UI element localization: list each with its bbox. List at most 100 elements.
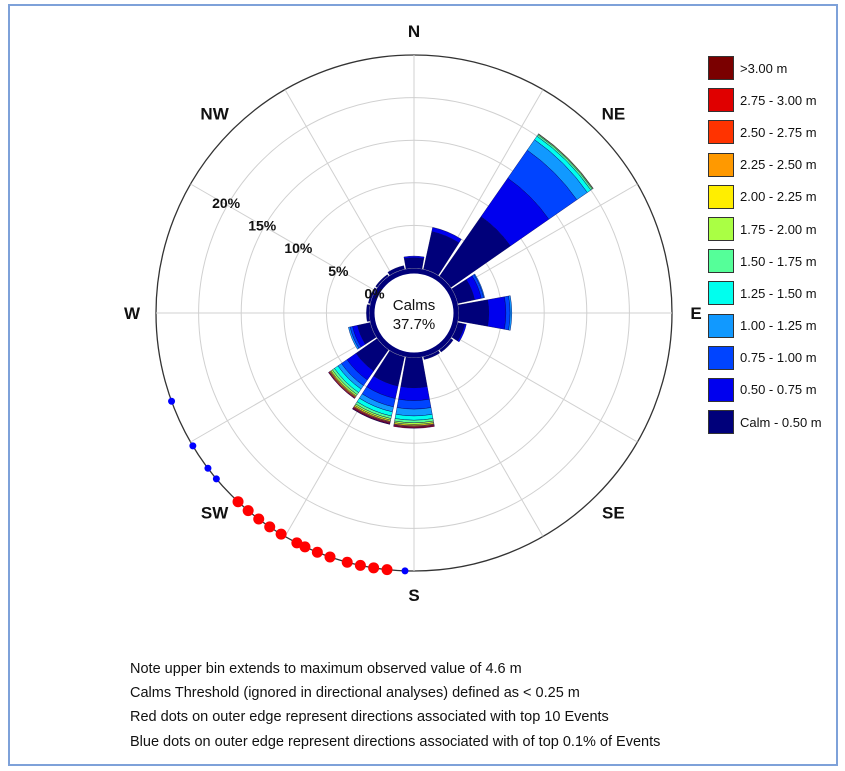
rose-petal-segment xyxy=(403,255,425,259)
grid-spoke xyxy=(190,335,376,443)
legend-swatch xyxy=(708,249,734,274)
direction-labels: N NE E SE S SW W NW xyxy=(124,22,702,605)
legend-label: 0.75 - 1.00 m xyxy=(740,350,817,366)
legend-item: 1.75 - 2.00 m xyxy=(708,213,822,245)
rose-petal-segment xyxy=(431,227,462,244)
legend: >3.00 m 2.75 - 3.00 m 2.50 - 2.75 m 2.25 - … xyxy=(708,52,822,438)
legend-swatch xyxy=(708,152,734,177)
legend-item: Calm - 0.50 m xyxy=(708,406,822,438)
legend-label: 1.75 - 2.00 m xyxy=(740,221,817,237)
legend-label: 2.75 - 3.00 m xyxy=(740,92,817,108)
calms-circle: Calms 37.7% xyxy=(369,268,459,358)
direction-label: NE xyxy=(602,105,626,124)
direction-label: S xyxy=(408,586,419,605)
legend-label: 0.50 - 0.75 m xyxy=(740,382,817,398)
rose-petal-segment xyxy=(403,257,425,269)
legend-item: 2.50 - 2.75 m xyxy=(708,116,822,148)
radial-tick-label: 10% xyxy=(284,240,313,256)
direction-label: NW xyxy=(200,105,229,124)
legend-label: 1.25 - 1.50 m xyxy=(740,285,817,301)
rose-petal-segment xyxy=(473,273,485,299)
top10-event-dot xyxy=(368,562,380,574)
legend-label: 1.00 - 1.25 m xyxy=(740,318,817,334)
rose-petal-segment xyxy=(375,274,389,288)
direction-label: N xyxy=(408,22,420,41)
direction-label: SE xyxy=(602,503,625,522)
grid-spoke xyxy=(436,351,544,537)
legend-item: 1.00 - 1.25 m xyxy=(708,310,822,342)
legend-swatch xyxy=(708,313,734,338)
legend-item: 2.00 - 2.25 m xyxy=(708,181,822,213)
legend-swatch xyxy=(708,56,734,81)
legend-swatch xyxy=(708,345,734,370)
grid-spoke xyxy=(452,183,638,291)
legend-label: 1.50 - 1.75 m xyxy=(740,253,817,269)
radial-tick-label: 20% xyxy=(212,195,241,211)
legend-item: 1.50 - 1.75 m xyxy=(708,245,822,277)
calms-value: 37.7% xyxy=(393,316,436,333)
legend-swatch xyxy=(708,120,734,145)
top-0-1pct-event-dot xyxy=(168,397,176,405)
top10-event-dot xyxy=(242,505,254,517)
top10-event-dot xyxy=(341,556,353,568)
note-line: Note upper bin extends to maximum observ… xyxy=(130,661,522,677)
rose-petal-segment xyxy=(387,265,405,276)
top10-event-dot xyxy=(311,546,323,558)
radial-tick-label: 15% xyxy=(248,218,277,234)
rose-petal-segment xyxy=(352,408,391,425)
direction-label: E xyxy=(690,304,701,323)
rose-petals xyxy=(328,133,594,429)
legend-item: 1.25 - 1.50 m xyxy=(708,277,822,309)
legend-item: 2.75 - 3.00 m xyxy=(708,84,822,116)
legend-item: >3.00 m xyxy=(708,52,822,84)
legend-swatch xyxy=(708,410,734,435)
top10-event-dot xyxy=(232,496,244,508)
direction-label: SW xyxy=(201,503,229,522)
top10-event-dot xyxy=(291,537,303,549)
top10-event-dot xyxy=(354,559,366,571)
notes: Note upper bin extends to maximum observ… xyxy=(130,657,660,754)
note-line: Red dots on outer edge represent directi… xyxy=(130,709,609,726)
rose-petal-segment xyxy=(458,299,490,327)
grid-spoke xyxy=(452,335,638,443)
legend-label: >3.00 m xyxy=(740,60,788,76)
note-line: Calms Threshold (ignored in directional … xyxy=(130,685,580,702)
rose-petal-segment xyxy=(393,425,435,429)
legend-item: 0.75 - 1.00 m xyxy=(708,342,822,374)
rose-petal-segment xyxy=(396,398,432,410)
radial-tick-labels: 0% 5% 10% 15% 20% xyxy=(212,195,385,301)
top10-event-dot xyxy=(264,521,276,533)
rose-petal-segment xyxy=(400,357,428,389)
top-0-1pct-event-dot xyxy=(204,464,212,472)
grid-spoke xyxy=(284,89,392,275)
rose-petal-segment xyxy=(366,304,370,322)
legend-item: 2.25 - 2.50 m xyxy=(708,149,822,181)
legend-swatch xyxy=(708,217,734,242)
grid-spoke xyxy=(190,183,376,291)
top10-event-dot xyxy=(381,564,393,576)
rose-petal-segment xyxy=(398,386,430,401)
direction-label: W xyxy=(124,304,141,323)
legend-swatch xyxy=(708,88,734,113)
rose-petal-segment xyxy=(368,287,377,304)
top10-event-dot xyxy=(324,551,336,563)
note-line: Blue dots on outer edge represent direct… xyxy=(130,733,661,750)
figure-frame xyxy=(8,4,838,766)
rose-petal-segment xyxy=(487,296,507,330)
legend-label: 2.00 - 2.25 m xyxy=(740,189,817,205)
legend-swatch xyxy=(708,184,734,209)
top-0-1pct-event-dot xyxy=(212,475,220,483)
rose-petal-segment xyxy=(423,350,440,360)
legend-swatch xyxy=(708,377,734,402)
legend-label: 2.50 - 2.75 m xyxy=(740,124,817,140)
rose-petal-segment xyxy=(439,338,454,353)
top10-event-dot xyxy=(275,528,287,540)
legend-label: Calm - 0.50 m xyxy=(740,414,822,430)
legend-label: 2.25 - 2.50 m xyxy=(740,157,817,173)
rose-petal-segment xyxy=(538,133,594,189)
rose-petal-segment xyxy=(457,323,467,343)
radial-tick-label: 0% xyxy=(364,285,385,301)
top-0-1pct-event-dot xyxy=(401,567,409,575)
event-dots xyxy=(168,397,409,576)
